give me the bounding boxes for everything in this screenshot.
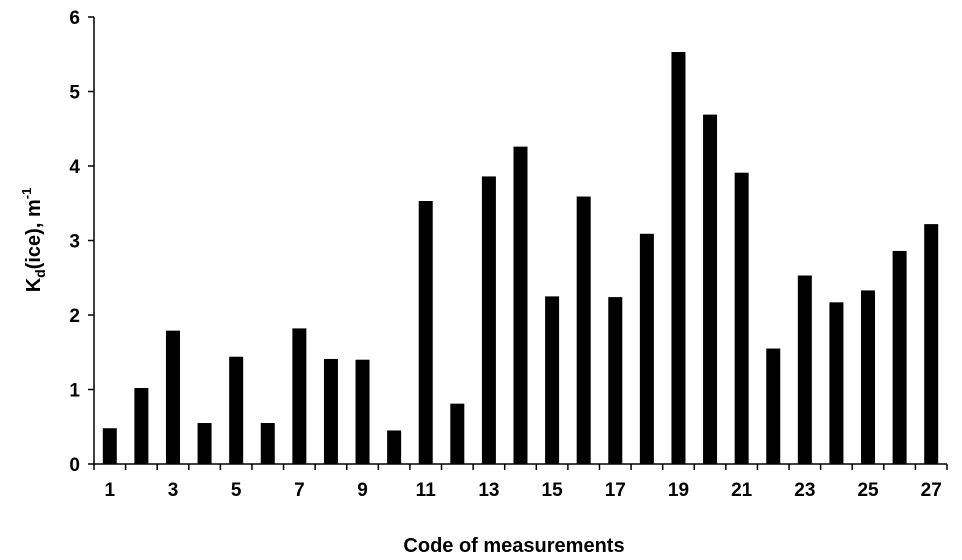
x-tick-label-23: 23: [794, 480, 815, 501]
y-tick-label-5: 5: [69, 83, 80, 104]
x-tick-label-7: 7: [294, 480, 305, 501]
bar-11: [418, 201, 433, 464]
bar-24: [829, 302, 844, 464]
bar-26: [892, 250, 907, 464]
bar-8: [323, 358, 338, 464]
bar-13: [481, 176, 496, 464]
bar-22: [766, 348, 781, 464]
y-tick-label-2: 2: [69, 306, 80, 327]
bar-4: [197, 423, 212, 464]
bar-15: [545, 296, 560, 464]
y-axis-title: Kd(ice), m-1: [19, 188, 48, 293]
bar-25: [861, 290, 876, 464]
y-tick-label-3: 3: [69, 232, 80, 253]
x-tick-label-25: 25: [857, 480, 879, 501]
bars-group: [102, 52, 939, 465]
bar-10: [387, 430, 402, 464]
bar-1: [102, 428, 117, 464]
y-tick-label-1: 1: [69, 381, 80, 402]
bar-5: [229, 356, 244, 464]
x-tick-label-5: 5: [231, 480, 242, 501]
y-axis-title-main: K: [23, 277, 45, 292]
y-axis-title-subscript: d: [32, 269, 48, 278]
y-ticks-group: 0 1 2 3 4 5 6: [69, 8, 94, 476]
bar-18: [639, 233, 654, 464]
bar-6: [260, 423, 275, 464]
bar-17: [608, 297, 623, 464]
x-tick-label-1: 1: [105, 480, 116, 501]
x-tick-label-11: 11: [416, 480, 437, 501]
bar-12: [450, 403, 465, 464]
y-tick-label-0: 0: [69, 455, 80, 476]
bar-23: [797, 275, 812, 464]
x-tick-label-17: 17: [605, 480, 626, 501]
bar-2: [134, 388, 149, 464]
x-ticks-group: 1 3 5 7 9 11 13 15 17 19 21 23 25 27: [93, 464, 948, 501]
x-tick-label-13: 13: [478, 480, 499, 501]
x-tick-label-15: 15: [542, 480, 564, 501]
y-tick-label-6: 6: [69, 8, 80, 29]
x-tick-label-9: 9: [357, 480, 368, 501]
bar-3: [165, 330, 180, 464]
bar-7: [292, 328, 307, 464]
bar-20: [703, 114, 718, 464]
bar-9: [355, 359, 370, 464]
bar-27: [924, 224, 939, 464]
x-tick-label-21: 21: [731, 480, 753, 501]
y-tick-label-4: 4: [69, 157, 80, 178]
x-tick-label-19: 19: [668, 480, 689, 501]
y-axis-title-rest: (ice), m: [23, 199, 45, 269]
y-axis-title-superscript: -1: [19, 188, 34, 200]
bar-21: [734, 172, 749, 464]
x-tick-label-27: 27: [921, 480, 942, 501]
bar-16: [576, 196, 591, 465]
bar-19: [671, 52, 686, 464]
x-axis-title: Code of measurements: [403, 535, 624, 557]
x-tick-label-3: 3: [168, 480, 179, 501]
bar-14: [513, 146, 528, 464]
